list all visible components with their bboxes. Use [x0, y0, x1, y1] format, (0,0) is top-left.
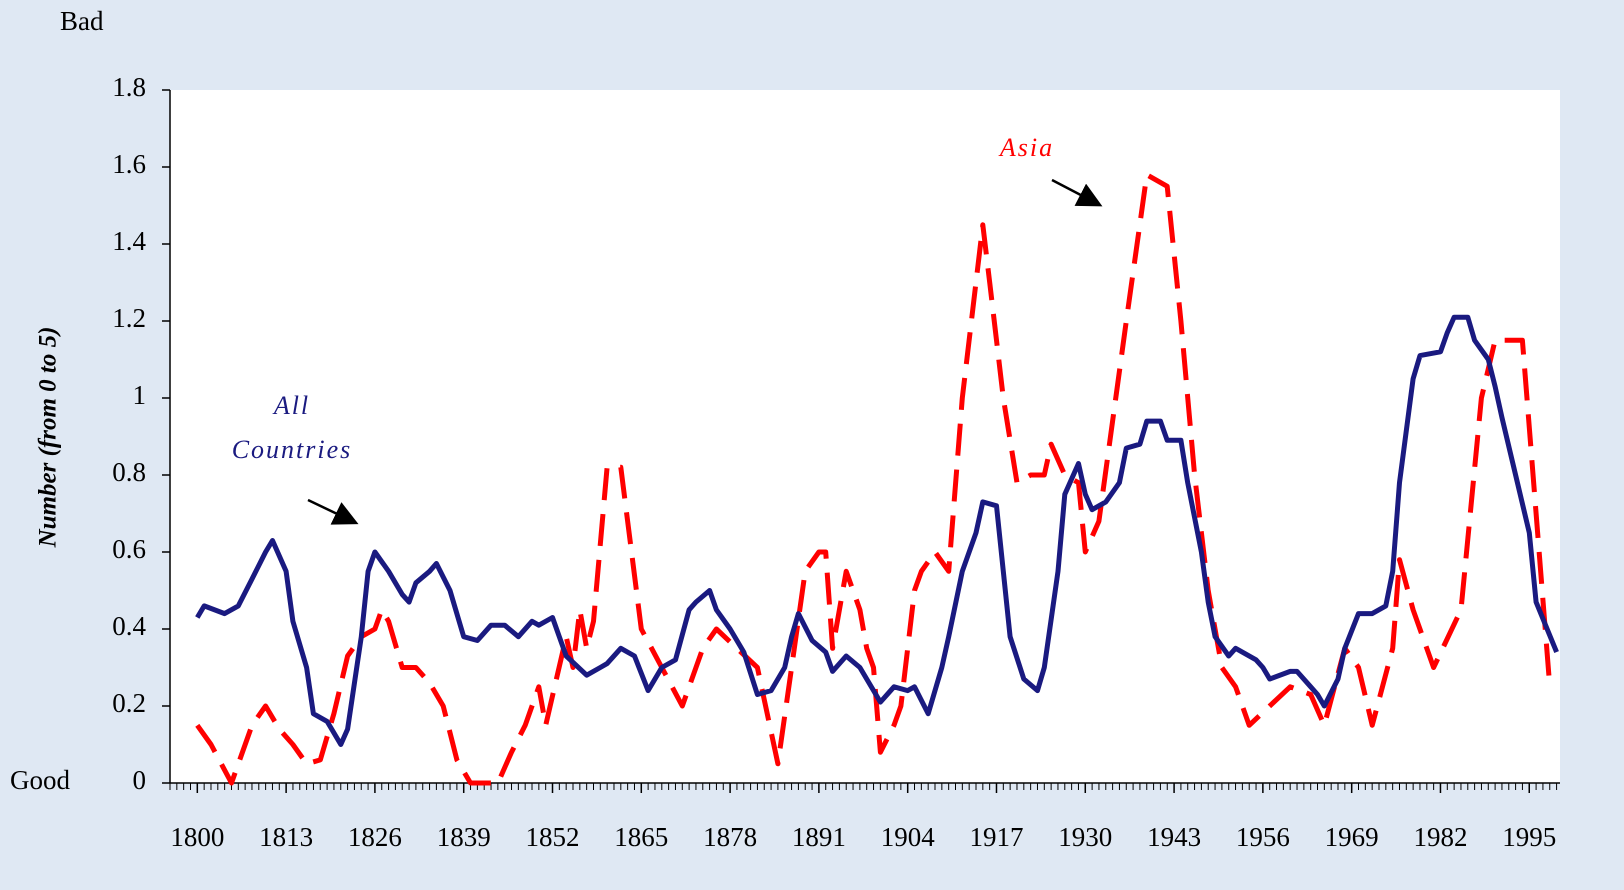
y-top-label: Bad: [60, 6, 104, 36]
x-tick-label: 1995: [1502, 822, 1556, 852]
y-tick-label: 1.2: [112, 303, 146, 333]
x-tick-label: 1969: [1325, 822, 1379, 852]
x-tick-label: 1917: [969, 822, 1023, 852]
y-tick-label: 1.4: [112, 226, 146, 256]
y-bottom-label: Good: [10, 765, 70, 795]
x-tick-label: 1813: [259, 822, 313, 852]
x-tick-label: 1930: [1058, 822, 1112, 852]
x-tick-label: 1891: [792, 822, 846, 852]
y-axis-label: Number (from 0 to 5): [35, 327, 62, 549]
annotation: Countries: [232, 435, 353, 464]
x-tick-label: 1800: [170, 822, 224, 852]
x-tick-label: 1865: [614, 822, 668, 852]
x-tick-label: 1839: [437, 822, 491, 852]
x-tick-label: 1943: [1147, 822, 1201, 852]
y-tick-label: 0.8: [112, 457, 146, 487]
annotation: All: [272, 391, 310, 420]
arrow: [1051, 178, 1103, 207]
x-tick-label: 1826: [348, 822, 402, 852]
y-tick-label: 1: [133, 380, 147, 410]
x-tick-label: 1878: [703, 822, 757, 852]
series-line: [195, 172, 1553, 786]
x-tick-label: 1956: [1236, 822, 1290, 852]
x-tick-label: 1904: [881, 822, 936, 852]
y-tick-label: 0.6: [112, 534, 146, 564]
series-line: [195, 314, 1559, 747]
y-tick-label: 0.2: [112, 688, 146, 718]
y-tick-label: 1.8: [112, 72, 146, 102]
x-tick-label: 1982: [1413, 822, 1467, 852]
y-tick-label: 0: [133, 765, 147, 795]
y-tick-label: 0.4: [112, 611, 146, 641]
y-tick-label: 1.6: [112, 149, 146, 179]
x-tick-label: 1852: [526, 822, 580, 852]
arrow: [307, 498, 359, 525]
annotation: Asia: [998, 133, 1054, 162]
